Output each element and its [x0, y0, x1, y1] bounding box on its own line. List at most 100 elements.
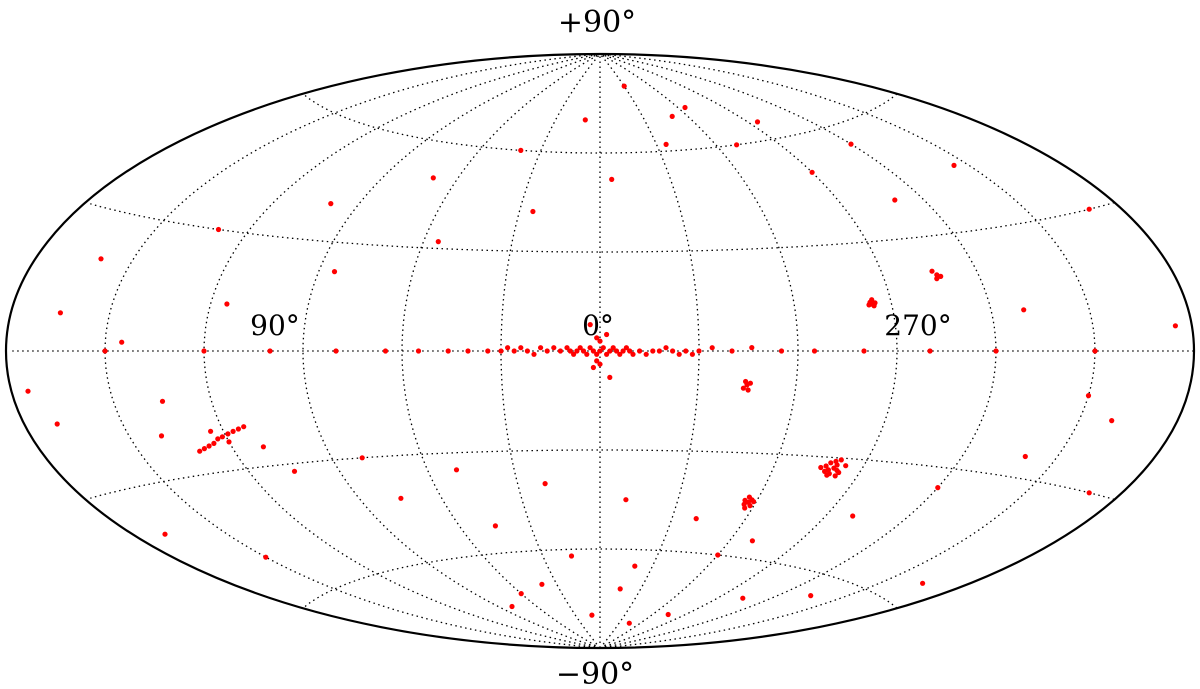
source-point — [676, 351, 682, 357]
source-point — [267, 348, 273, 354]
source-point — [627, 348, 633, 354]
source-point — [594, 358, 600, 364]
source-point — [742, 497, 748, 503]
source-point — [590, 364, 597, 371]
source-point — [590, 348, 597, 354]
source-point — [617, 586, 623, 592]
parallel-line — [304, 93, 898, 154]
label-bottom-latitude: −90° — [556, 657, 634, 689]
source-point — [822, 468, 828, 474]
source-point — [643, 351, 649, 357]
source-point — [597, 348, 603, 354]
source-point — [201, 446, 207, 452]
source-point — [920, 580, 926, 586]
source-point — [582, 117, 588, 123]
source-point — [1086, 490, 1092, 496]
source-point — [818, 464, 824, 471]
source-point — [333, 348, 339, 354]
source-point — [861, 348, 867, 354]
source-point — [201, 348, 207, 354]
source-point — [848, 141, 854, 147]
source-point — [747, 503, 753, 509]
source-point — [740, 595, 746, 601]
coordinate-grid — [12, 53, 1194, 649]
source-point — [729, 348, 735, 354]
source-point — [260, 444, 266, 450]
source-point — [604, 331, 610, 338]
source-point — [230, 428, 236, 434]
source-point — [542, 481, 548, 487]
source-point — [551, 345, 557, 351]
source-point — [509, 603, 515, 610]
label-longitude-center: 0° — [582, 309, 614, 342]
source-point — [1172, 323, 1178, 329]
source-point — [102, 348, 108, 354]
parallel-line — [90, 201, 1115, 253]
source-point — [415, 348, 422, 354]
source-point — [872, 300, 878, 306]
source-point — [637, 348, 643, 354]
projection-boundary — [4, 52, 1196, 650]
source-point — [518, 591, 524, 597]
source-point — [613, 348, 620, 354]
source-point — [511, 348, 517, 354]
source-point — [518, 147, 524, 153]
source-point — [869, 297, 875, 303]
source-point — [594, 351, 600, 357]
source-point — [826, 471, 832, 477]
source-point — [382, 348, 389, 354]
label-longitude-left: 90° — [250, 309, 300, 342]
source-point — [809, 169, 815, 175]
source-point — [607, 374, 613, 380]
source-point — [709, 345, 715, 351]
label-longitude-right: 270° — [884, 309, 951, 342]
source-point — [747, 380, 754, 386]
source-point — [580, 348, 587, 354]
source-point — [359, 455, 365, 461]
label-top-latitude: +90° — [558, 5, 636, 40]
source-point — [531, 351, 537, 357]
source-point — [1022, 453, 1028, 460]
source-point — [934, 276, 940, 282]
source-point — [597, 338, 603, 344]
source-point — [808, 593, 814, 599]
source-point — [215, 436, 221, 442]
source-point — [206, 443, 212, 449]
source-point — [518, 345, 524, 351]
source-point — [749, 345, 755, 351]
source-point — [607, 348, 613, 354]
parallel-line — [304, 548, 898, 609]
source-point — [158, 433, 165, 439]
source-point — [670, 348, 676, 354]
source-point — [630, 351, 636, 357]
source-point — [663, 345, 669, 351]
source-point — [215, 226, 222, 233]
source-point — [693, 516, 699, 522]
source-point — [621, 83, 627, 89]
source-point — [197, 448, 203, 454]
source-point — [626, 620, 632, 626]
source-point — [838, 457, 844, 463]
source-point — [828, 460, 834, 466]
source-point — [617, 351, 623, 357]
source-point — [567, 348, 573, 354]
source-point — [993, 348, 999, 354]
source-point — [696, 348, 702, 354]
source-point — [620, 348, 626, 354]
source-point — [1109, 418, 1115, 424]
source-point — [751, 499, 757, 505]
source-point — [162, 531, 168, 537]
source-point — [689, 351, 696, 357]
source-point — [742, 505, 748, 511]
source-points — [25, 83, 1178, 626]
source-point — [398, 495, 404, 501]
source-point — [571, 351, 577, 357]
source-point — [530, 208, 536, 215]
source-point — [505, 345, 511, 351]
source-point — [594, 335, 600, 341]
source-point — [211, 440, 217, 446]
source-point — [587, 345, 593, 351]
source-point — [935, 485, 941, 491]
source-point — [453, 467, 460, 473]
